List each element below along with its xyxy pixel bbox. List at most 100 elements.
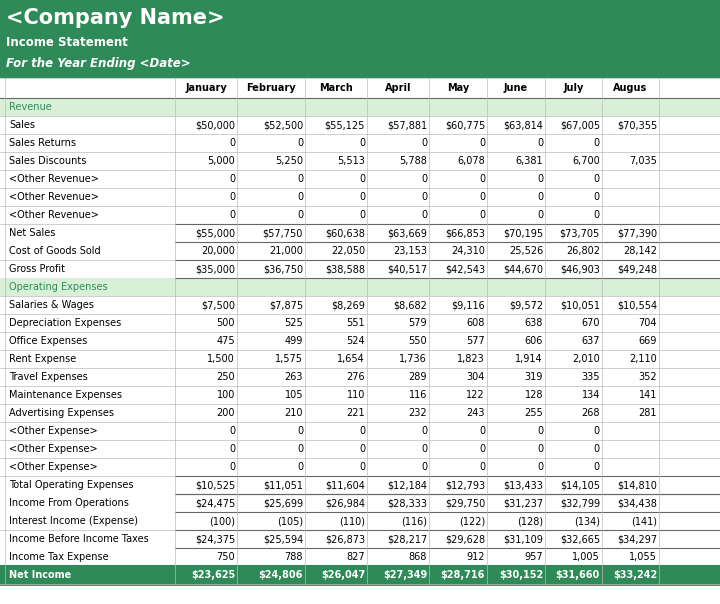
Text: $55,125: $55,125 bbox=[325, 120, 365, 130]
Text: 0: 0 bbox=[421, 210, 427, 220]
Text: 352: 352 bbox=[639, 372, 657, 382]
Text: <Other Expense>: <Other Expense> bbox=[9, 426, 98, 436]
Text: 0: 0 bbox=[297, 192, 303, 202]
Text: Depreciation Expenses: Depreciation Expenses bbox=[9, 318, 121, 328]
Text: $66,853: $66,853 bbox=[445, 228, 485, 238]
Text: April: April bbox=[384, 83, 411, 93]
Text: Gross Profit: Gross Profit bbox=[9, 264, 65, 274]
Text: 669: 669 bbox=[639, 336, 657, 346]
Text: <Other Revenue>: <Other Revenue> bbox=[9, 210, 99, 220]
Text: 750: 750 bbox=[217, 552, 235, 562]
Text: Travel Expenses: Travel Expenses bbox=[9, 372, 88, 382]
Text: Sales Returns: Sales Returns bbox=[9, 138, 76, 148]
Text: 0: 0 bbox=[359, 192, 365, 202]
Text: Income Before Income Taxes: Income Before Income Taxes bbox=[9, 534, 149, 544]
Text: <Other Revenue>: <Other Revenue> bbox=[9, 174, 99, 184]
Text: $25,594: $25,594 bbox=[263, 534, 303, 544]
Text: $46,903: $46,903 bbox=[560, 264, 600, 274]
Bar bbox=[0, 512, 720, 530]
Text: $9,116: $9,116 bbox=[451, 300, 485, 310]
Text: $11,051: $11,051 bbox=[263, 480, 303, 490]
Text: 579: 579 bbox=[408, 318, 427, 328]
Bar bbox=[0, 494, 720, 512]
Text: 638: 638 bbox=[525, 318, 543, 328]
Text: 319: 319 bbox=[525, 372, 543, 382]
Text: 116: 116 bbox=[409, 390, 427, 400]
Text: 105: 105 bbox=[284, 390, 303, 400]
Text: $11,604: $11,604 bbox=[325, 480, 365, 490]
Text: 304: 304 bbox=[467, 372, 485, 382]
Text: 22,050: 22,050 bbox=[331, 246, 365, 256]
Text: 0: 0 bbox=[479, 138, 485, 148]
Text: 276: 276 bbox=[346, 372, 365, 382]
Text: 100: 100 bbox=[217, 390, 235, 400]
Text: 243: 243 bbox=[467, 408, 485, 418]
Text: (110): (110) bbox=[339, 516, 365, 526]
Text: $24,475: $24,475 bbox=[194, 498, 235, 508]
Bar bbox=[0, 152, 720, 170]
Bar bbox=[0, 134, 720, 152]
Bar bbox=[0, 98, 720, 116]
Text: 122: 122 bbox=[467, 390, 485, 400]
Text: 5,788: 5,788 bbox=[399, 156, 427, 166]
Text: (100): (100) bbox=[209, 516, 235, 526]
Text: 0: 0 bbox=[229, 174, 235, 184]
Text: (122): (122) bbox=[459, 516, 485, 526]
Text: (105): (105) bbox=[277, 516, 303, 526]
Text: 1,005: 1,005 bbox=[572, 552, 600, 562]
Bar bbox=[0, 260, 720, 278]
Bar bbox=[0, 404, 720, 422]
Text: $60,775: $60,775 bbox=[445, 120, 485, 130]
Text: $24,806: $24,806 bbox=[258, 570, 303, 580]
Text: 6,078: 6,078 bbox=[457, 156, 485, 166]
Text: 20,000: 20,000 bbox=[201, 246, 235, 256]
Text: <Company Name>: <Company Name> bbox=[6, 8, 225, 28]
Text: 0: 0 bbox=[359, 210, 365, 220]
Text: May: May bbox=[447, 83, 469, 93]
Text: $28,333: $28,333 bbox=[387, 498, 427, 508]
Text: $10,525: $10,525 bbox=[194, 480, 235, 490]
Text: July: July bbox=[563, 83, 584, 93]
Text: 134: 134 bbox=[582, 390, 600, 400]
Text: Revenue: Revenue bbox=[9, 102, 52, 112]
Text: 6,381: 6,381 bbox=[516, 156, 543, 166]
Text: $32,799: $32,799 bbox=[560, 498, 600, 508]
Text: 577: 577 bbox=[467, 336, 485, 346]
Text: 0: 0 bbox=[594, 426, 600, 436]
Bar bbox=[0, 458, 720, 476]
Text: Advertising Expenses: Advertising Expenses bbox=[9, 408, 114, 418]
Text: $28,217: $28,217 bbox=[387, 534, 427, 544]
Text: $34,297: $34,297 bbox=[617, 534, 657, 544]
Text: <Other Expense>: <Other Expense> bbox=[9, 444, 98, 454]
Text: 0: 0 bbox=[537, 426, 543, 436]
Text: $31,237: $31,237 bbox=[503, 498, 543, 508]
Bar bbox=[0, 170, 720, 188]
Text: 0: 0 bbox=[297, 174, 303, 184]
Text: 500: 500 bbox=[217, 318, 235, 328]
Text: 0: 0 bbox=[297, 138, 303, 148]
Text: 210: 210 bbox=[284, 408, 303, 418]
Text: $13,433: $13,433 bbox=[503, 480, 543, 490]
Text: 0: 0 bbox=[594, 138, 600, 148]
Text: $73,705: $73,705 bbox=[559, 228, 600, 238]
Text: 110: 110 bbox=[346, 390, 365, 400]
Text: $10,051: $10,051 bbox=[560, 300, 600, 310]
Text: 23,153: 23,153 bbox=[393, 246, 427, 256]
Text: 0: 0 bbox=[229, 192, 235, 202]
Text: $28,716: $28,716 bbox=[441, 570, 485, 580]
Text: 0: 0 bbox=[594, 444, 600, 454]
Text: 232: 232 bbox=[408, 408, 427, 418]
Bar bbox=[0, 116, 720, 134]
Text: June: June bbox=[504, 83, 528, 93]
Text: 0: 0 bbox=[421, 426, 427, 436]
Text: 221: 221 bbox=[346, 408, 365, 418]
Text: 1,055: 1,055 bbox=[629, 552, 657, 562]
Text: 0: 0 bbox=[297, 444, 303, 454]
Text: 0: 0 bbox=[537, 444, 543, 454]
Text: Sales Discounts: Sales Discounts bbox=[9, 156, 86, 166]
Bar bbox=[0, 314, 720, 332]
Text: 0: 0 bbox=[594, 192, 600, 202]
Text: 0: 0 bbox=[479, 210, 485, 220]
Text: 0: 0 bbox=[537, 174, 543, 184]
Text: 0: 0 bbox=[359, 444, 365, 454]
